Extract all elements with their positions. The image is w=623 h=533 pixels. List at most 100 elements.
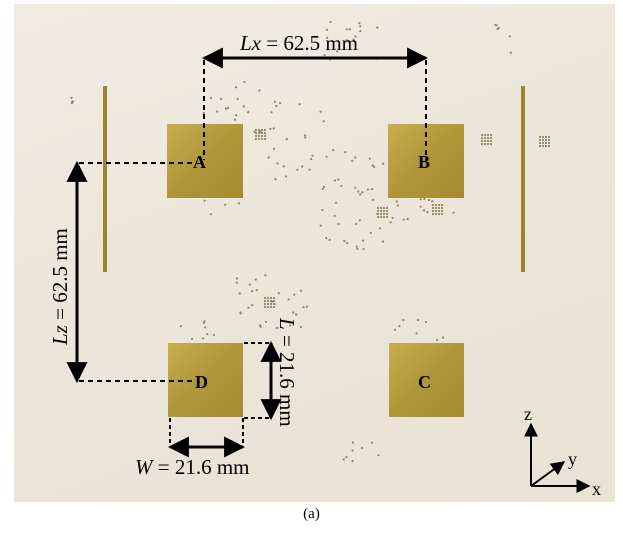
via-dot <box>437 209 441 213</box>
via-dot <box>431 209 435 213</box>
via-dot <box>538 135 542 139</box>
via-dot <box>368 157 371 160</box>
via-dot <box>489 136 493 140</box>
via-dot <box>319 224 322 227</box>
via-dot <box>489 142 493 146</box>
via-dot <box>263 128 267 132</box>
via-dot <box>385 209 389 213</box>
via-dot <box>398 325 401 328</box>
via-dot <box>377 454 380 457</box>
via-dot <box>272 305 276 309</box>
via-dot <box>260 137 264 141</box>
via-dot <box>345 28 348 31</box>
axis-y-label: y <box>568 449 577 469</box>
via-dot <box>361 191 364 194</box>
via-dot <box>402 319 405 322</box>
via-dot <box>343 239 346 242</box>
l-dimension <box>244 340 282 421</box>
lz-label: Lz = 62.5 mm <box>48 228 72 346</box>
via-dot <box>293 293 296 296</box>
via-dot <box>333 179 336 182</box>
via-dot <box>541 135 545 139</box>
via-dot <box>376 212 380 216</box>
via-dot <box>263 299 267 303</box>
via-dot <box>259 324 262 327</box>
via-dot <box>326 36 329 39</box>
pad-label-a: A <box>193 152 206 172</box>
via-dot <box>296 168 299 171</box>
via-dot <box>440 206 444 210</box>
lx-dimension <box>201 47 429 160</box>
via-dot <box>235 277 239 280</box>
via-dot <box>483 133 487 137</box>
via-dot <box>547 138 551 142</box>
pcb-photo <box>14 4 615 502</box>
via-dot <box>325 237 328 240</box>
via-dot <box>282 165 285 168</box>
l-label: L = 21.6 mm <box>275 317 299 427</box>
via-dot <box>480 139 484 143</box>
via-dot <box>544 141 548 145</box>
via-dot <box>354 35 357 38</box>
via-dot <box>379 212 383 216</box>
via-dot <box>269 299 273 303</box>
axis-z-label: z <box>524 404 532 424</box>
via-dot <box>441 336 445 339</box>
via-dot <box>348 28 351 31</box>
via-dot <box>376 26 379 29</box>
via-dot <box>419 198 422 201</box>
via-dot <box>260 131 264 135</box>
via-dot <box>269 305 273 309</box>
via-dot <box>304 134 307 137</box>
via-dot <box>328 238 331 241</box>
via-dot <box>329 20 332 24</box>
via-dot <box>382 215 386 219</box>
via-dot <box>402 218 405 221</box>
via-dot <box>209 213 212 216</box>
via-dot <box>396 204 399 207</box>
via-dot <box>437 203 441 207</box>
via-dot <box>275 104 278 108</box>
via-dot <box>541 141 545 145</box>
via-dot <box>254 137 258 141</box>
via-dot <box>376 215 380 219</box>
via-dot <box>416 319 419 322</box>
via-dot <box>257 128 261 132</box>
via-dot <box>434 212 438 216</box>
via-dot <box>351 459 354 463</box>
lz-dimension <box>66 160 193 384</box>
via-dot <box>381 240 385 243</box>
via-dot <box>254 278 257 281</box>
via-dot <box>263 305 267 309</box>
via-dot <box>321 208 324 212</box>
via-dot <box>269 127 272 130</box>
via-dot <box>379 215 383 219</box>
via-dot <box>452 211 455 214</box>
via-dot <box>486 139 490 143</box>
via-dot <box>355 245 358 248</box>
via-dot <box>385 215 389 219</box>
via-dot <box>234 86 238 89</box>
via-dot <box>415 332 418 335</box>
via-dot <box>356 247 359 251</box>
via-dot <box>369 231 372 235</box>
via-dot <box>358 219 361 222</box>
via-dot <box>544 144 548 148</box>
via-dot <box>371 164 374 167</box>
via-dot <box>337 178 340 181</box>
via-dot <box>269 296 273 300</box>
via-dot <box>434 203 438 207</box>
via-dot <box>276 162 279 165</box>
via-dot <box>358 22 361 25</box>
via-dot <box>212 333 215 337</box>
via-dot <box>431 206 435 210</box>
via-dot <box>247 306 250 309</box>
via-dot <box>206 333 209 336</box>
via-dot <box>251 304 254 307</box>
via-dot <box>480 136 484 140</box>
via-dot <box>373 165 376 168</box>
via-dot <box>379 206 383 210</box>
via-dot <box>202 321 205 324</box>
via-dot <box>242 105 245 108</box>
via-dot <box>389 221 392 224</box>
